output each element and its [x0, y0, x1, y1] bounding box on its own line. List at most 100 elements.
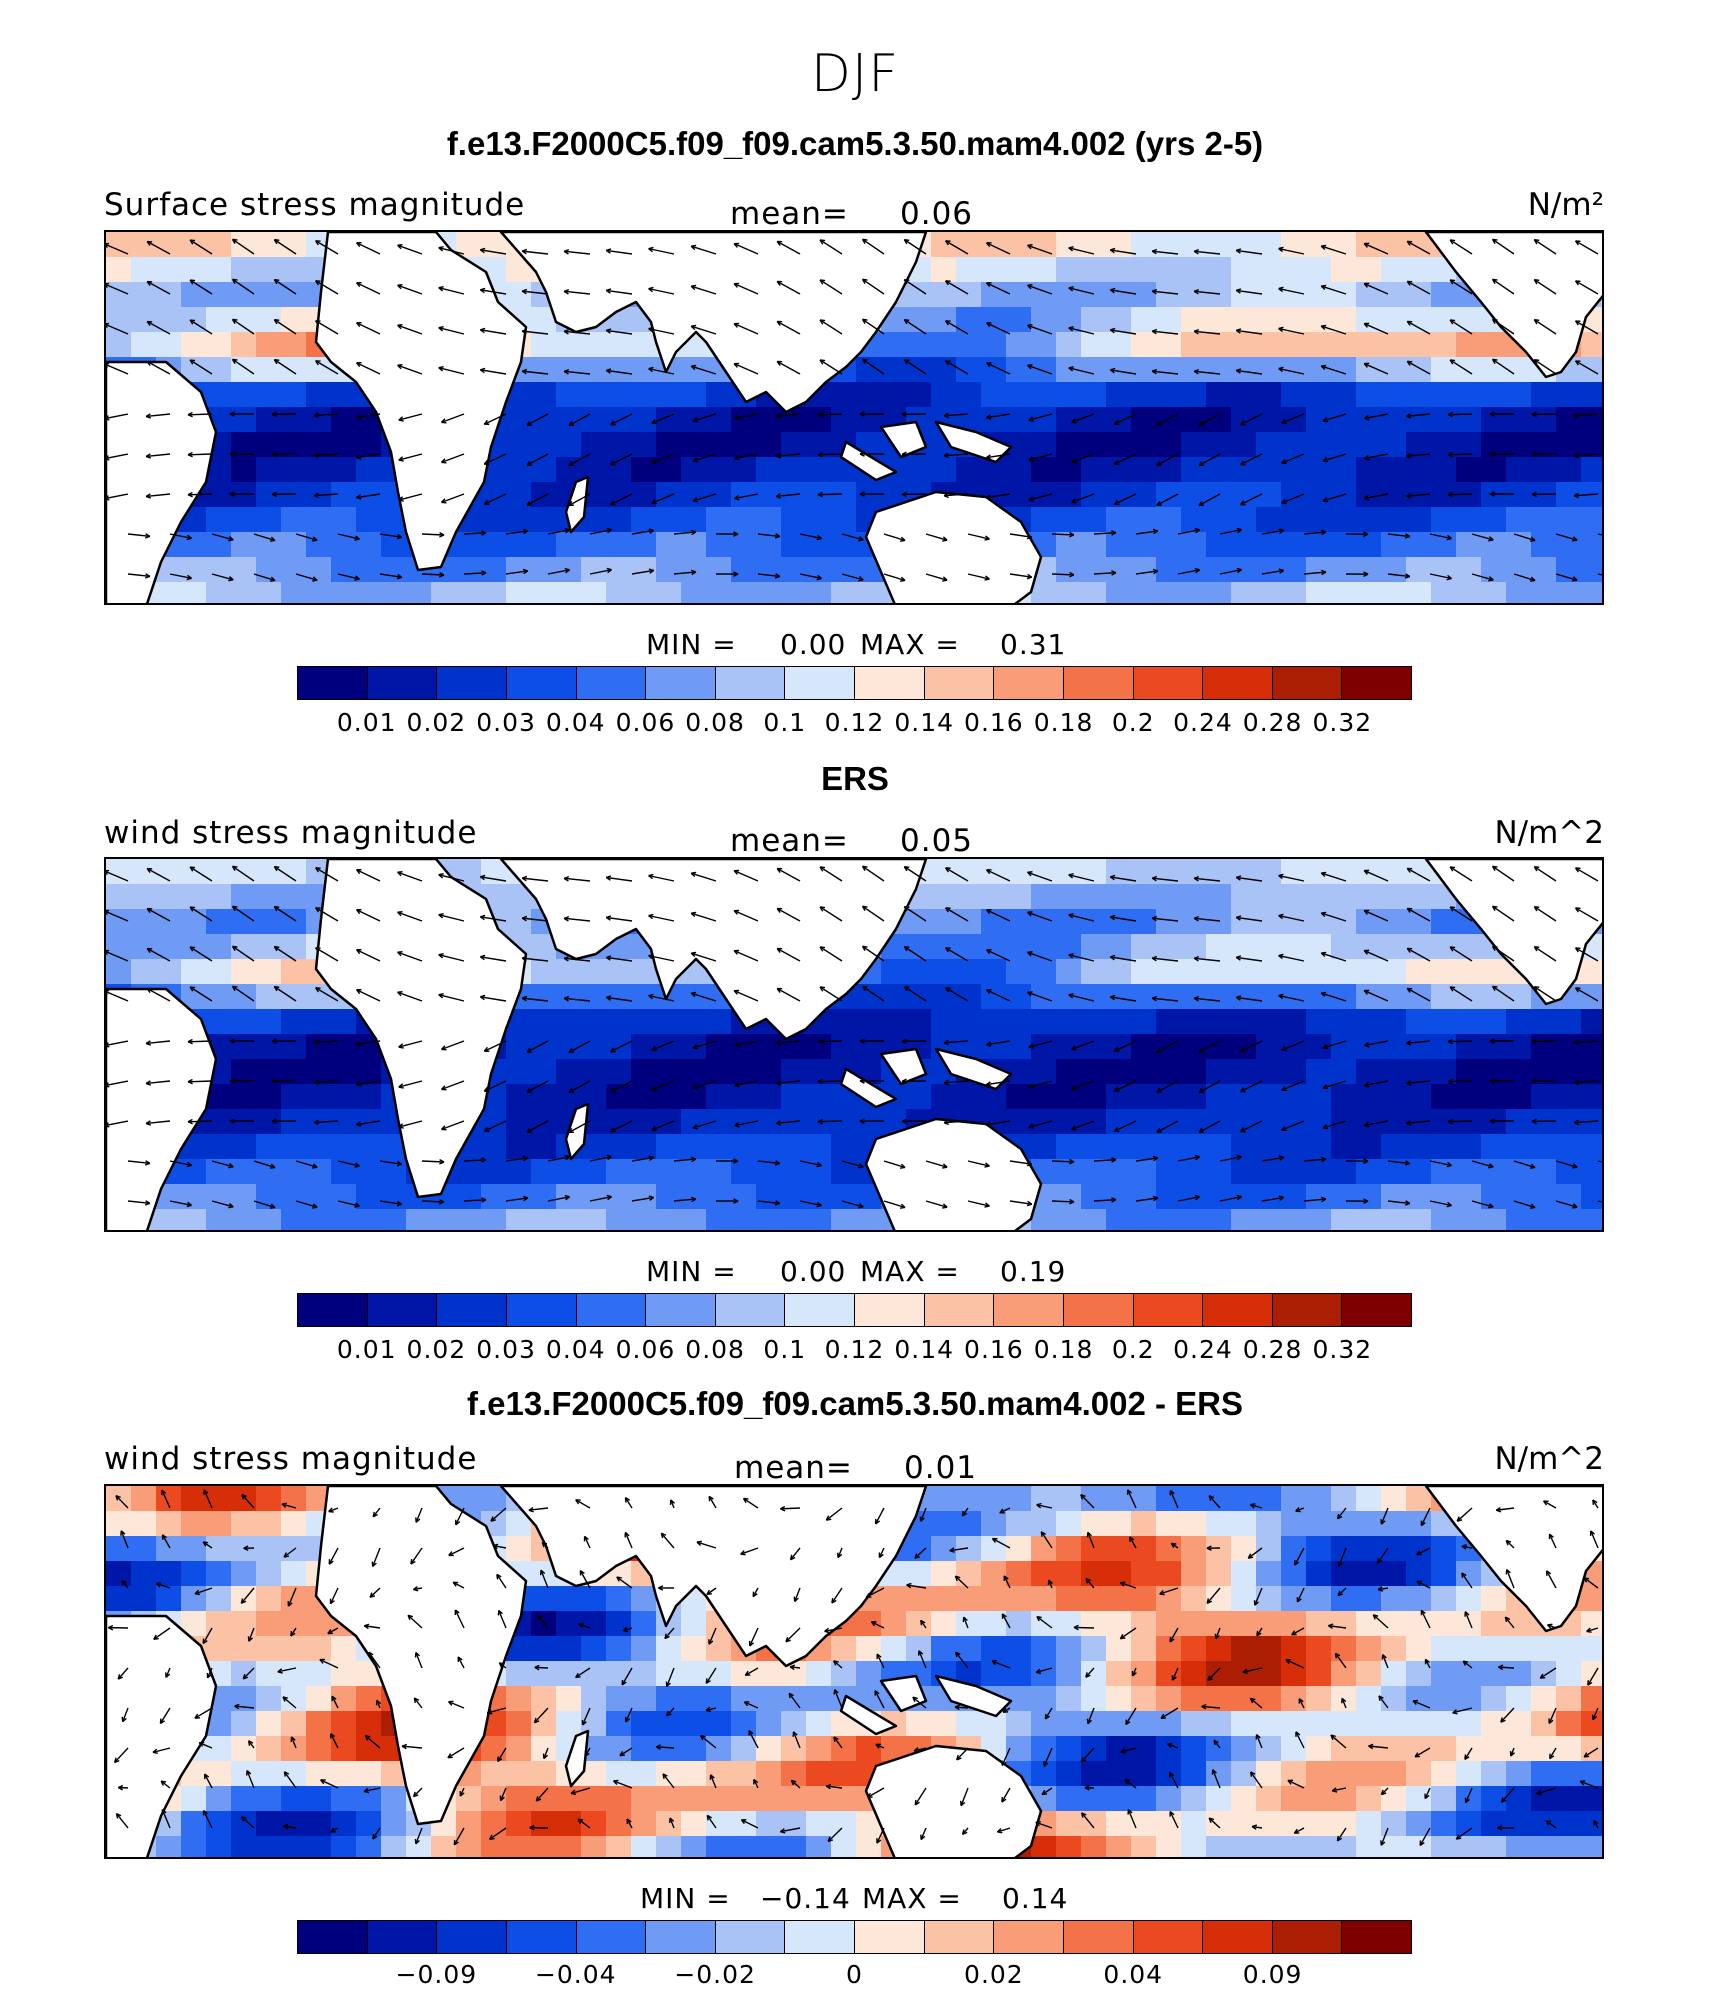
contour-cell [331, 1009, 357, 1035]
contour-cell [406, 582, 432, 605]
vector-arrowhead [904, 947, 909, 948]
contour-cell [1106, 382, 1132, 408]
vector-arrowhead [1530, 1167, 1535, 1168]
vector-arrowhead [1027, 285, 1032, 286]
contour-cell [1531, 1184, 1557, 1210]
colorbar-tick-label: 0.04 [546, 1335, 606, 1364]
contour-cell [706, 1636, 732, 1662]
contour-cell [1106, 1084, 1132, 1110]
contour-cell [181, 232, 207, 258]
contour-cell [781, 557, 807, 583]
contour-cell [606, 1836, 632, 1859]
contour-cell [1381, 1059, 1407, 1085]
contour-cell [1081, 1836, 1107, 1859]
contour-cell [256, 1586, 282, 1612]
contour-cell [256, 1636, 282, 1662]
colorbar-swatch [1273, 1294, 1343, 1326]
contour-cell [1031, 1836, 1057, 1859]
vector-arrowhead [863, 986, 868, 987]
contour-cell [206, 1586, 232, 1612]
contour-cell [1181, 959, 1207, 985]
contour-cell [581, 1586, 607, 1612]
contour-cell [656, 582, 682, 605]
contour-cell [1431, 432, 1457, 458]
contour-cell [1231, 1059, 1257, 1085]
contour-cell [1156, 382, 1182, 408]
contour-cell [1131, 934, 1157, 960]
contour-cell [706, 382, 732, 408]
contour-cell [1206, 1761, 1232, 1787]
vector-arrowhead [858, 580, 863, 581]
contour-cell [1006, 1536, 1032, 1562]
contour-cell [581, 382, 607, 408]
contour-cell [1356, 1209, 1382, 1232]
contour-cell [1156, 1836, 1182, 1859]
colorbar-tick-label: 0.28 [1243, 708, 1303, 737]
contour-cell [206, 1561, 232, 1587]
contour-cell [1156, 934, 1182, 960]
contour-cell [481, 1486, 507, 1512]
contour-cell [1331, 1159, 1357, 1185]
contour-cell [1106, 884, 1132, 910]
contour-cell [1556, 1134, 1582, 1160]
contour-cell [781, 432, 807, 458]
contour-cell [956, 457, 982, 483]
contour-cell [231, 1786, 257, 1812]
contour-cell [1356, 1109, 1382, 1135]
contour-cell [331, 582, 357, 605]
contour-cell [1331, 282, 1357, 308]
contour-cell [1081, 357, 1107, 383]
contour-cell [1181, 884, 1207, 910]
contour-cell [1231, 1486, 1257, 1512]
contour-cell [231, 532, 257, 558]
contour-cell [456, 1209, 482, 1232]
contour-cell [1181, 507, 1207, 533]
vector-arrowhead [820, 240, 825, 241]
contour-cell [756, 457, 782, 483]
contour-cell [1181, 1711, 1207, 1737]
contour-cell [1306, 909, 1332, 935]
contour-cell [1481, 1686, 1507, 1712]
contour-cell [1456, 1836, 1482, 1859]
contour-cell [1031, 934, 1057, 960]
vector-arrowhead [820, 907, 825, 908]
contour-cell [256, 1686, 282, 1712]
contour-cell [681, 382, 707, 408]
contour-cell [1131, 1761, 1157, 1787]
contour-cell [481, 1836, 507, 1859]
contour-cell [1356, 1636, 1382, 1662]
contour-cell [1131, 507, 1157, 533]
contour-cell [1281, 1511, 1307, 1537]
contour-cell [1231, 909, 1257, 935]
contour-cell [806, 1711, 832, 1737]
contour-cell [1456, 507, 1482, 533]
vector-arrowhead [900, 580, 905, 581]
contour-cell [1431, 1159, 1457, 1185]
contour-cell [1556, 1109, 1582, 1135]
contour-cell [1056, 1661, 1082, 1687]
contour-cell [631, 1209, 657, 1232]
contour-cell [1306, 532, 1332, 558]
contour-cell [281, 307, 307, 333]
contour-cell [1031, 582, 1057, 605]
colorbar-swatch [716, 1294, 786, 1326]
contour-cell [1331, 582, 1357, 605]
contour-cell [1406, 1636, 1432, 1662]
contour-cell [256, 457, 282, 483]
vector-arrowhead [691, 365, 696, 366]
contour-cell [1156, 557, 1182, 583]
contour-cell [231, 482, 257, 508]
vector-arrowhead [962, 1511, 963, 1516]
contour-cell [681, 1686, 707, 1712]
contour-cell [1306, 382, 1332, 408]
contour-cell [1331, 1486, 1357, 1512]
contour-cell [1581, 1611, 1604, 1637]
contour-cell [1456, 557, 1482, 583]
contour-cell [481, 1736, 507, 1762]
contour-cell [481, 507, 507, 533]
contour-cell [1406, 1586, 1432, 1612]
contour-cell [256, 1034, 282, 1060]
contour-cell [231, 1184, 257, 1210]
contour-cell [856, 1736, 882, 1762]
contour-cell [206, 332, 232, 358]
